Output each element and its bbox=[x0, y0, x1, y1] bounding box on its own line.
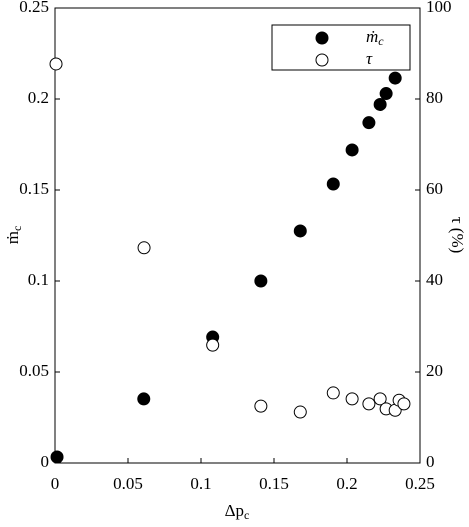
y-axis-label-main: ṁ bbox=[3, 231, 22, 244]
x-tick-label: 0.25 bbox=[405, 474, 435, 493]
point bbox=[137, 392, 151, 406]
legend-label: τ bbox=[366, 49, 373, 68]
legend-marker bbox=[315, 31, 329, 45]
y-tick-label: 0.2 bbox=[28, 88, 49, 107]
legend-label-sub: c bbox=[378, 34, 384, 48]
point bbox=[373, 97, 387, 111]
y-tick-label: 0.25 bbox=[19, 0, 49, 16]
x-axis-label: Δpc bbox=[225, 501, 250, 522]
x-tick-label: 0 bbox=[51, 474, 60, 493]
point bbox=[345, 143, 359, 157]
point bbox=[373, 392, 387, 406]
x-tick-label: 0.1 bbox=[190, 474, 211, 493]
point bbox=[345, 392, 359, 406]
plot-frame bbox=[54, 7, 421, 464]
point bbox=[362, 116, 376, 130]
point bbox=[206, 338, 220, 352]
y2-axis-label: τ (%) bbox=[448, 217, 467, 254]
point bbox=[293, 224, 307, 238]
legend-label: ṁc bbox=[366, 27, 384, 48]
point bbox=[137, 241, 151, 255]
x-axis-label-main: Δp bbox=[225, 501, 244, 520]
legend-box bbox=[271, 24, 411, 71]
y-axis-label: ṁc bbox=[3, 226, 24, 245]
point bbox=[388, 71, 402, 85]
y2-tick-label: 40 bbox=[426, 270, 443, 289]
y-tick-label: 0 bbox=[41, 452, 50, 471]
point bbox=[254, 274, 268, 288]
y2-tick-label: 60 bbox=[426, 179, 443, 198]
legend-marker bbox=[315, 53, 329, 67]
y2-tick-label: 20 bbox=[426, 361, 443, 380]
point bbox=[50, 450, 64, 464]
y-tick-label: 0.1 bbox=[28, 270, 49, 289]
y2-tick-label: 80 bbox=[426, 88, 443, 107]
point bbox=[326, 177, 340, 191]
point bbox=[362, 397, 376, 411]
x-tick-label: 0.2 bbox=[336, 474, 357, 493]
point bbox=[379, 87, 393, 101]
point bbox=[254, 399, 268, 413]
point bbox=[397, 397, 411, 411]
y-tick-label: 0.05 bbox=[19, 361, 49, 380]
point bbox=[49, 57, 63, 71]
y-tick-label: 0.15 bbox=[19, 179, 49, 198]
y2-tick-label: 100 bbox=[426, 0, 452, 16]
y2-tick-label: 0 bbox=[426, 452, 435, 471]
y-axis-label-sub: c bbox=[10, 226, 24, 231]
point bbox=[293, 405, 307, 419]
point bbox=[326, 386, 340, 400]
legend-label-main: τ bbox=[366, 49, 373, 68]
x-tick-label: 0.15 bbox=[259, 474, 289, 493]
legend-label-main: ṁ bbox=[366, 27, 378, 46]
x-tick-label: 0.05 bbox=[113, 474, 143, 493]
x-axis-label-sub: c bbox=[244, 508, 249, 522]
